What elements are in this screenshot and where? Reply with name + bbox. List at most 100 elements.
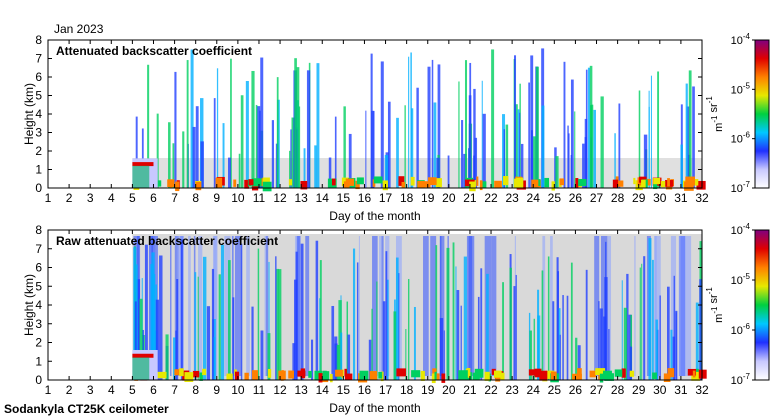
cloud-streak	[395, 257, 399, 380]
x-tick-label: 8	[192, 191, 199, 205]
colorbar-unit-group: m-1 sr-1	[705, 287, 725, 323]
cloud-streak	[238, 153, 241, 188]
cloud-streak	[404, 105, 406, 188]
cloud-streak	[200, 141, 204, 188]
surface-layer	[174, 369, 184, 376]
cloud-streak	[336, 344, 340, 380]
cloud-streak	[133, 247, 137, 380]
surface-layer	[692, 370, 696, 378]
cloud-streak	[455, 266, 457, 380]
surface-layer	[578, 178, 587, 187]
surface-layer	[156, 371, 167, 379]
x-tick-label: 23	[505, 191, 519, 205]
cloud-streak	[652, 259, 654, 380]
low-cloud-core	[132, 357, 150, 380]
x-tick-label: 9	[213, 191, 220, 205]
cloud-streak	[514, 55, 517, 188]
cloud-streak	[135, 116, 138, 188]
x-tick-label: 16	[358, 191, 372, 205]
x-axis-label: Day of the month	[329, 209, 420, 223]
cloud-streak	[251, 306, 254, 380]
cloud-streak	[385, 251, 388, 380]
cloud-streak	[370, 53, 373, 189]
cloud-streak	[331, 305, 335, 380]
surface-layer	[575, 178, 579, 188]
cloud-streak	[458, 81, 460, 188]
column-streak	[491, 236, 497, 376]
surface-layer	[401, 181, 406, 189]
column-streak	[550, 236, 553, 376]
cloud-streak	[502, 114, 506, 188]
cloud-streak	[334, 116, 337, 188]
surface-layer	[268, 368, 272, 378]
cloud-streak	[648, 106, 650, 188]
surface-layer	[612, 179, 619, 188]
surface-layer	[660, 181, 666, 188]
column-streak	[634, 236, 636, 376]
x-tick-label: 1	[45, 191, 52, 205]
y-tick-label: 5	[35, 89, 42, 103]
colorbar-unit-group: m-1 sr-1	[705, 96, 725, 132]
x-tick-label: 24	[527, 191, 541, 205]
cloud-streak	[659, 295, 661, 380]
surface-layer	[484, 371, 490, 381]
x-tick-label: 25	[548, 191, 562, 205]
cloud-streak	[197, 276, 199, 380]
x-tick-label: 15	[337, 383, 351, 397]
cloud-streak	[173, 337, 176, 380]
cloud-streak	[558, 308, 561, 380]
x-tick-label: 22	[484, 191, 498, 205]
y-tick-label: 7	[35, 52, 42, 66]
surface-layer	[687, 368, 697, 376]
x-tick-label: 21	[463, 191, 477, 205]
cloud-streak	[529, 330, 532, 380]
cloud-streak	[463, 153, 467, 188]
x-tick-label: 17	[379, 191, 393, 205]
cloud-streak	[408, 278, 410, 380]
y-tick-label: 1	[35, 354, 42, 368]
cloud-streak	[621, 280, 623, 380]
cloud-streak	[186, 60, 189, 188]
cloud-streak	[259, 110, 261, 188]
cloud-streak	[135, 264, 138, 380]
cloud-streak	[368, 339, 372, 380]
cloud-streak	[477, 296, 480, 380]
colorbar-tick-label: 10-4	[731, 32, 751, 47]
column-streak	[188, 236, 191, 376]
surface-layer	[494, 370, 502, 378]
surface-layer	[373, 176, 383, 184]
cloud-streak	[598, 301, 600, 380]
cloud-streak	[541, 270, 544, 380]
column-streak	[198, 236, 203, 376]
surface-layer	[417, 180, 425, 188]
colorbar	[754, 39, 770, 189]
cloud-streak	[482, 113, 486, 188]
cloud-streak	[141, 128, 144, 188]
surface-layer	[539, 370, 548, 381]
column-streak	[379, 236, 382, 376]
colorbar-unit-label: m-1 sr-1	[705, 287, 725, 323]
cloud-streak	[575, 337, 578, 380]
cloud-streak	[260, 330, 264, 380]
cloud-streak	[474, 137, 478, 188]
cloud-streak	[134, 301, 137, 380]
cloud-streak	[347, 334, 351, 380]
cloud-streak	[296, 67, 300, 188]
cloud-streak	[316, 63, 320, 189]
cloud-streak	[155, 299, 160, 380]
surface-layer	[469, 181, 476, 192]
cloud-streak	[328, 157, 332, 188]
cloud-streak	[437, 64, 441, 188]
surface-layer	[458, 370, 468, 380]
cloud-streak	[599, 308, 603, 380]
x-tick-label: 29	[632, 191, 646, 205]
surface-layer	[684, 181, 694, 191]
y-tick-label: 6	[35, 261, 42, 275]
cloud-streak	[228, 260, 231, 380]
cloud-streak	[306, 70, 311, 188]
cloud-streak	[566, 295, 569, 380]
cloud-streak	[195, 106, 199, 188]
column-streak	[542, 236, 546, 376]
cloud-streak	[190, 49, 194, 188]
cloud-streak	[547, 256, 550, 380]
